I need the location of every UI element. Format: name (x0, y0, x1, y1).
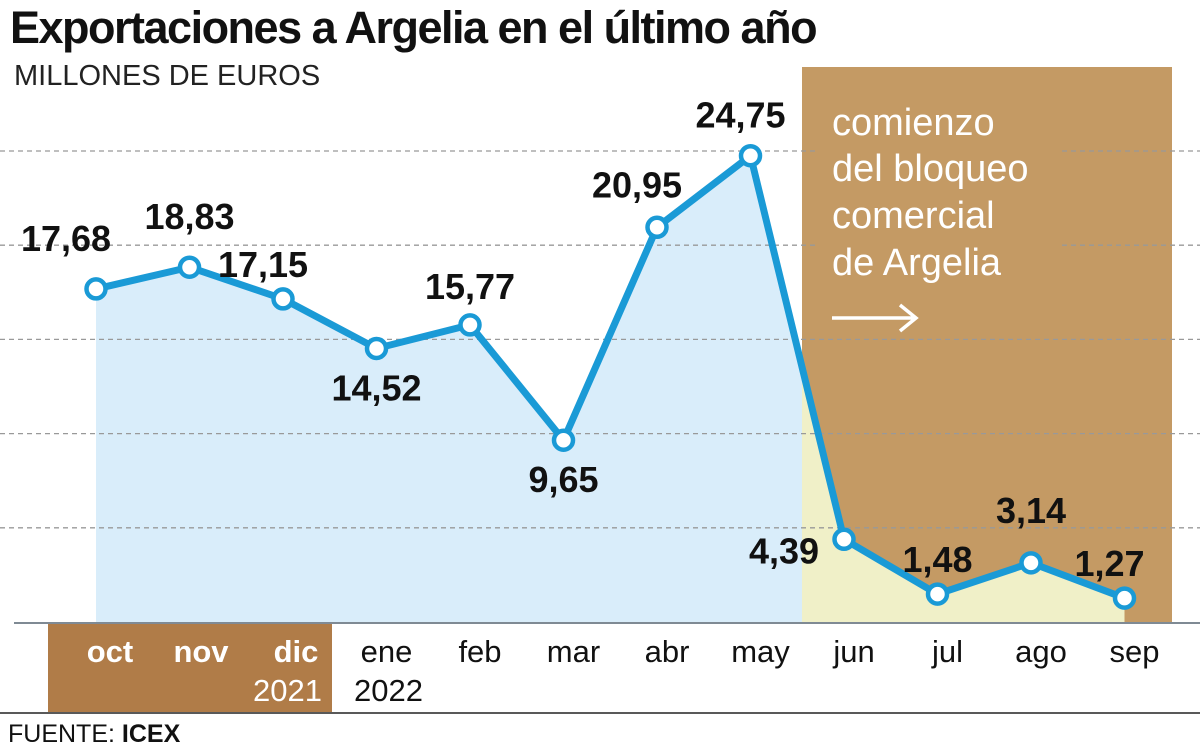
x-tick-label: feb (458, 634, 501, 669)
source-label: FUENTE: (8, 720, 115, 748)
data-point (458, 313, 482, 337)
x-tick-label: jul (931, 634, 963, 669)
year-label: 2021 (253, 673, 322, 708)
annotation-line: comienzo (832, 102, 995, 144)
data-point (271, 287, 295, 311)
year-label: 2022 (354, 673, 423, 708)
data-point (1019, 551, 1043, 575)
data-point (832, 527, 856, 552)
annotation-line: de Argelia (832, 242, 1002, 284)
series-line (95, 152, 1126, 602)
year-2021-box (48, 624, 332, 712)
data-label: 1,27 (1074, 543, 1144, 584)
data-point (84, 277, 108, 301)
data-label: 3,14 (996, 490, 1066, 531)
x-tick-label: mar (547, 634, 600, 669)
right-arrow-icon (832, 303, 919, 333)
data-label: 1,48 (902, 539, 972, 580)
data-label: 17,68 (21, 218, 111, 259)
x-tick-label: may (731, 634, 790, 669)
area-before-blockade (96, 155, 802, 622)
data-label: 24,75 (695, 95, 785, 136)
data-point (364, 336, 389, 361)
x-tick-label: ago (1015, 634, 1067, 669)
x-tick-label: dic (274, 634, 319, 669)
data-label: 4,39 (749, 530, 819, 571)
y-axis-unit-label: MILLONES DE EUROS (14, 60, 321, 92)
data-point (551, 428, 576, 452)
data-point (645, 215, 669, 240)
area-after-blockade (802, 366, 1125, 622)
x-tick-label: nov (173, 634, 229, 669)
data-label: 14,52 (331, 367, 421, 408)
data-label: 15,77 (425, 266, 515, 307)
x-tick-label: sep (1110, 634, 1160, 669)
data-label: 17,15 (218, 244, 308, 285)
source-note: FUENTE: ICEX (8, 720, 180, 749)
annotation-line: del bloqueo (832, 148, 1029, 190)
annotation-text-bg (815, 100, 1060, 290)
data-point (738, 143, 763, 168)
x-tick-label: jun (832, 634, 874, 669)
x-tick-label: abr (645, 634, 690, 669)
data-label: 9,65 (528, 459, 598, 500)
x-tick-label: ene (361, 634, 413, 669)
source-value: ICEX (121, 720, 181, 748)
data-label: 20,95 (592, 164, 682, 205)
x-tick-label: oct (87, 634, 134, 669)
data-point (177, 255, 202, 279)
data-label: 18,83 (144, 196, 234, 237)
data-point (1112, 586, 1137, 610)
chart-title: Exportaciones a Argelia en el último año (10, 2, 818, 53)
annotation-line: comercial (832, 195, 995, 237)
data-point (925, 582, 950, 606)
